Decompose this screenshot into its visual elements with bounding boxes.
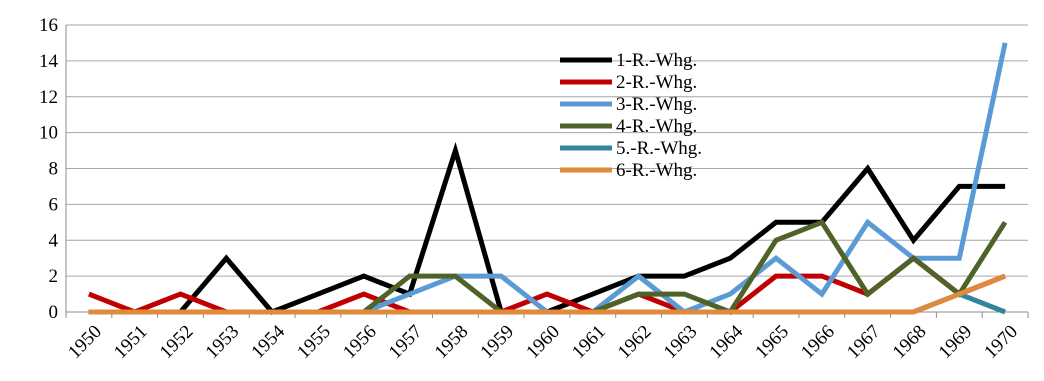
legend-label: 3-R.-Whg. — [616, 94, 697, 115]
x-tick-label: 1963 — [660, 321, 702, 363]
x-tick-label: 1962 — [614, 321, 656, 363]
y-tick-label: 16 — [39, 15, 58, 36]
x-tick-label: 1967 — [843, 321, 885, 363]
series-line — [88, 42, 1008, 315]
x-tick-label: 1956 — [339, 321, 381, 363]
x-tick-label: 1966 — [797, 321, 839, 363]
legend-label: 2-R.-Whg. — [616, 72, 697, 93]
y-tick-label: 2 — [49, 266, 59, 287]
x-tick-label: 1957 — [385, 321, 427, 363]
x-tick-label: 1961 — [568, 321, 610, 363]
y-tick-labels: 0 2 4 6 8 10 12 14 16 — [39, 15, 59, 323]
y-tick-label: 0 — [49, 302, 59, 323]
series-lines — [87, 42, 1008, 316]
series-line — [88, 273, 1007, 315]
x-tick-labels: 1950 1951 1952 1953 1954 1955 1956 1957 1958 1959… — [64, 321, 1022, 363]
x-tick-label: 1959 — [476, 321, 518, 363]
series-line — [87, 255, 1007, 315]
x-tick-label: 1954 — [247, 321, 289, 363]
gridlines — [66, 24, 1028, 313]
x-tick-label: 1958 — [431, 321, 473, 363]
x-tick-label: 1965 — [751, 321, 793, 363]
x-tick-label: 1950 — [64, 321, 106, 363]
x-tick-label: 1951 — [110, 321, 152, 363]
legend-label: 4-R.-Whg. — [616, 116, 697, 137]
legend: 1-R.-Whg.2-R.-Whg.3-R.-Whg.4-R.-Whg.5.-R… — [560, 50, 702, 181]
y-tick-label: 6 — [49, 194, 59, 215]
y-tick-label: 12 — [39, 87, 58, 108]
x-tick-label: 1960 — [522, 321, 564, 363]
y-tick-label: 14 — [39, 51, 59, 72]
legend-label: 5.-R.-Whg. — [616, 138, 702, 159]
x-tick-label: 1952 — [156, 321, 198, 363]
x-tick-label: 1968 — [889, 321, 931, 363]
series-line — [88, 141, 1006, 315]
x-tick-label: 1964 — [705, 321, 747, 363]
x-tick-label: 1953 — [202, 321, 244, 363]
series-line — [88, 219, 1008, 316]
x-tick-label: 1955 — [293, 321, 335, 363]
x-tick-label: 1970 — [980, 321, 1022, 363]
legend-label: 6-R.-Whg. — [616, 160, 697, 181]
y-tick-label: 4 — [49, 230, 59, 251]
x-tick-label: 1969 — [935, 321, 977, 363]
y-tick-label: 10 — [39, 123, 58, 144]
y-tick-label: 8 — [49, 159, 59, 180]
legend-label: 1-R.-Whg. — [616, 50, 697, 71]
